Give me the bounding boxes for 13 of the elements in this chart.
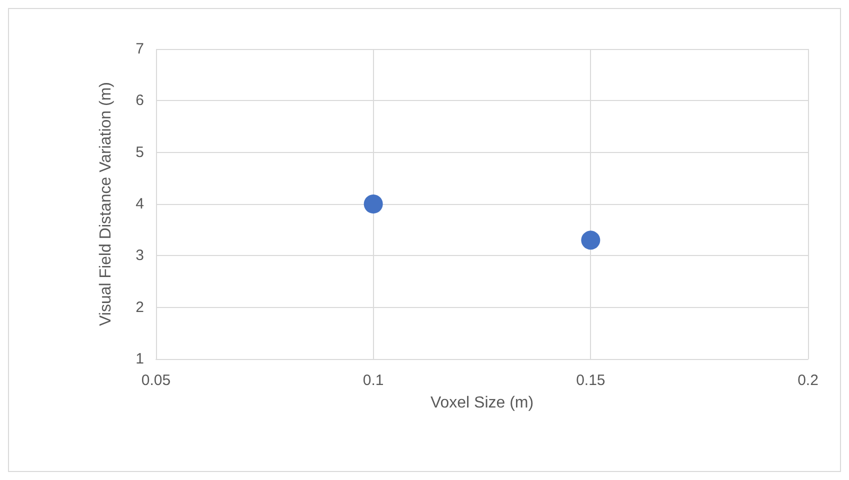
x-tick-label: 0.2 [798,372,818,389]
y-tick-label: 5 [136,144,144,161]
y-tick-label: 1 [136,350,144,368]
x-tick-label: 0.15 [576,372,606,389]
y-tick-label: 3 [136,247,144,264]
y-tick-label: 2 [136,298,144,316]
y-axis-title: Visual Field Distance Variation (m) [98,82,114,326]
y-tick-label: 4 [136,196,144,212]
y-tick-label: 7 [136,40,144,58]
x-tick-label: 0.05 [141,372,171,389]
x-axis-title: Voxel Size (m) [430,394,534,412]
y-tick-label: 6 [136,92,144,110]
x-tick-label: 0.1 [362,372,384,389]
